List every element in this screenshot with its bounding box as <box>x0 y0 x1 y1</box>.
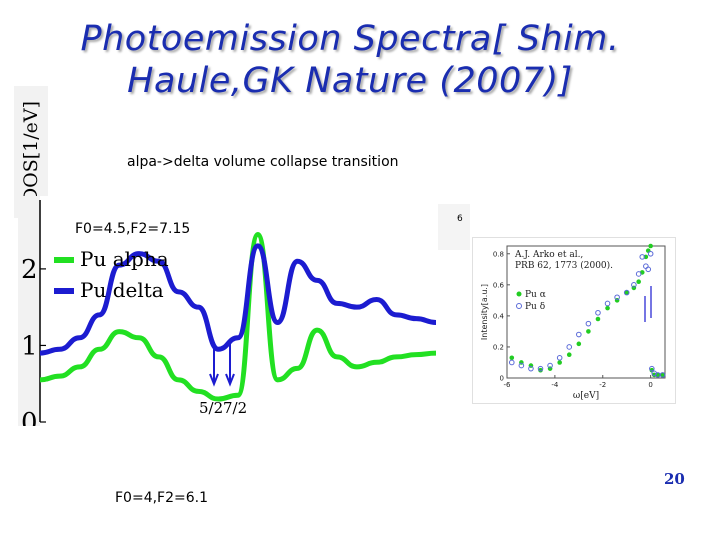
inset-subtitle: PRB 62, 1773 (2000). <box>515 260 613 271</box>
inset-point-pu-delta <box>556 355 563 361</box>
dos-plot: 0 1 2 Pu alpha Pu delta 5/2 7/2 <box>18 196 438 426</box>
inset-point-pu-delta <box>659 372 666 378</box>
inset-y-tick-label: 0.6 <box>493 281 505 289</box>
dos-axis-label: DOS[1/eV] <box>20 100 42 204</box>
edge-tick-box: 6 <box>438 204 470 250</box>
peak-arrow-head <box>209 373 219 387</box>
inset-y-tick-label: 0.8 <box>493 250 504 258</box>
inset-point-pu-delta <box>528 365 534 372</box>
inset-point-pu-delta <box>604 300 611 307</box>
inset-point-pu-alpha <box>557 360 562 365</box>
y-tick-label: 0 <box>21 408 38 426</box>
inset-y-tick-label: 0.2 <box>493 343 504 351</box>
legend-label: Pu delta <box>80 278 164 302</box>
inset-point-pu-delta <box>645 266 652 273</box>
plot-background <box>18 196 438 426</box>
param-label-bottom: F0=4,F2=6.1 <box>115 490 209 506</box>
slide-title: Photoemission Spectra[ Shim. Haule,GK Na… <box>40 18 660 102</box>
inset-point-pu-delta <box>518 362 525 369</box>
annotation-label: 5/2 <box>199 399 223 417</box>
slide-number: 20 <box>664 470 685 488</box>
transition-subtitle: alpa->delta volume collapse transition <box>127 154 399 170</box>
inset-point-pu-delta <box>547 362 553 369</box>
peak-arrow-head <box>225 373 235 387</box>
inset-point-pu-alpha <box>576 341 582 347</box>
inset-point-pu-delta <box>508 359 515 366</box>
inset-x-tick-label: -6 <box>504 381 512 389</box>
inset-point-pu-delta <box>585 320 592 327</box>
arko-inset-plot: 0 0.2 0.4 0.6 0.8 -6 -4 -2 0 ω[eV] Intensity[a.u.]… <box>473 238 675 403</box>
inset-point-pu-delta <box>639 254 646 260</box>
inset-point-pu-delta <box>623 289 630 296</box>
inset-x-tick-label: 0 <box>648 381 652 389</box>
annotation-label: 7/2 <box>223 399 247 417</box>
slide-title-line-1: Photoemission Spectra[ Shim. <box>80 19 620 59</box>
dos-plot-svg: 0 1 2 Pu alpha Pu delta 5/2 7/2 <box>18 196 438 426</box>
inset-point-pu-delta <box>537 365 544 372</box>
arko-inset-svg: 0 0.2 0.4 0.6 0.8 -6 -4 -2 0 ω[eV] Intensity[a.u.]… <box>480 243 666 401</box>
inset-x-tick-label: -4 <box>551 381 559 389</box>
inset-legend-marker <box>516 303 522 309</box>
y-tick-label: 2 <box>21 255 38 285</box>
inset-point-pu-alpha <box>605 305 610 311</box>
series-line-pu-delta <box>39 243 437 356</box>
inset-point-pu-delta <box>635 271 642 277</box>
edge-tick-label: 6 <box>457 214 463 224</box>
inset-point-pu-delta <box>566 344 573 350</box>
slide-title-line-2: Haule,GK Nature (2007)] <box>127 61 573 101</box>
inset-y-tick-label: 0 <box>500 375 504 383</box>
inset-legend-label: Pu δ <box>525 302 545 312</box>
inset-point-pu-alpha <box>595 316 601 322</box>
inset-legend-marker <box>516 291 522 297</box>
inset-point-pu-delta <box>614 294 620 301</box>
inset-point-pu-alpha <box>624 290 629 295</box>
inset-point-pu-delta <box>576 331 582 338</box>
inset-point-pu-delta <box>631 282 637 288</box>
inset-point-pu-delta <box>643 263 649 269</box>
inset-point-pu-alpha <box>648 243 653 249</box>
inset-y-tick-label: 0.4 <box>493 312 505 320</box>
inset-x-tick-label: -2 <box>599 381 606 389</box>
inset-y-axis-label: Intensity[a.u.] <box>480 284 489 340</box>
inset-point-pu-alpha <box>538 367 543 373</box>
legend-label: Pu alpha <box>80 247 169 271</box>
inset-point-pu-alpha <box>566 352 572 358</box>
inset-point-pu-alpha <box>660 372 665 378</box>
inset-title: A.J. Arko et al., <box>514 250 583 260</box>
inset-point-pu-alpha <box>636 279 641 285</box>
inset-x-axis-label: ω[eV] <box>573 391 599 401</box>
inset-point-pu-delta <box>649 365 655 372</box>
inset-point-pu-alpha <box>645 248 651 253</box>
inset-point-pu-alpha <box>509 355 515 361</box>
series-line-pu-alpha <box>39 231 437 402</box>
inset-point-pu-delta <box>595 309 601 316</box>
inset-point-pu-alpha <box>586 329 591 334</box>
param-label-top: F0=4.5,F2=7.15 <box>75 221 191 237</box>
inset-point-pu-delta <box>647 250 654 257</box>
plot-left-margin <box>18 196 40 426</box>
inset-frame <box>506 245 666 379</box>
inset-legend-label: Pu α <box>525 290 546 300</box>
y-tick-label: 1 <box>21 331 38 361</box>
